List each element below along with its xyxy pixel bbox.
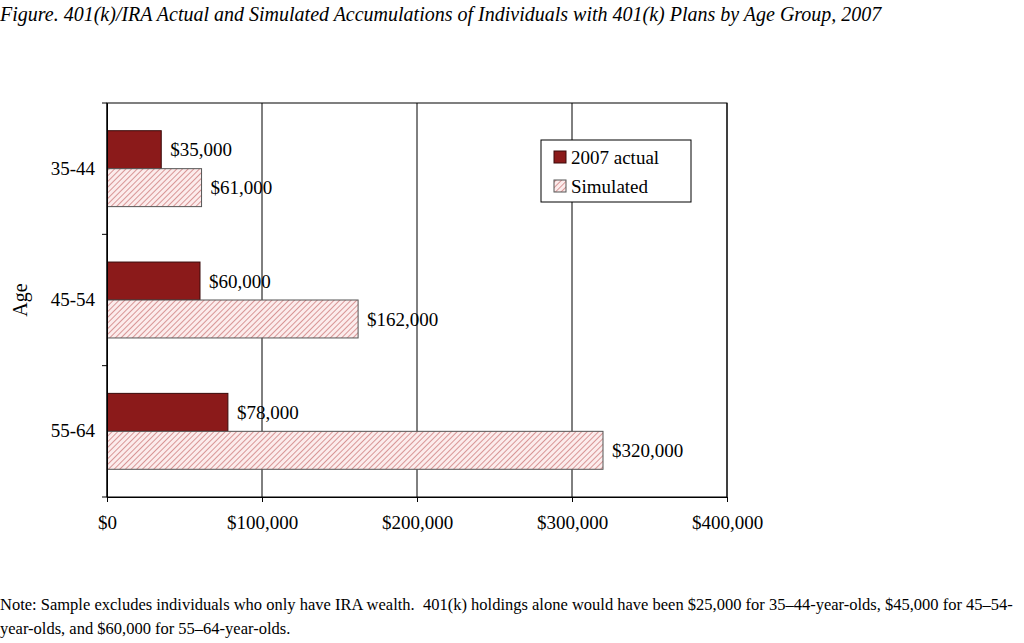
y-tick-label: 45-54	[51, 289, 96, 310]
data-label: $35,000	[170, 139, 232, 160]
bars	[107, 131, 603, 470]
title: Figure. 401(k)/IRA Actual and Simulated …	[0, 2, 1015, 27]
category-separator	[102, 497, 107, 498]
x-tick-mark	[727, 497, 728, 502]
y-tick: 55-64	[51, 420, 107, 441]
x-tick: $400,000	[692, 497, 763, 533]
x-tick-mark	[107, 497, 108, 502]
x-tick-label: $200,000	[382, 512, 453, 533]
x-tick-label: $400,000	[692, 512, 763, 533]
note: Note: Sample excludes individuals who on…	[0, 593, 1022, 641]
data-label: $320,000	[612, 440, 683, 461]
x-tick-mark	[417, 497, 418, 502]
bar	[107, 393, 228, 431]
grid	[107, 103, 727, 497]
x-axis: $0 $100,000 $200,000 $300,000 $400,000	[98, 497, 763, 533]
y-tick-label: 35-44	[51, 158, 96, 179]
y-tick-label: 55-64	[51, 420, 96, 441]
x-tick: $300,000	[537, 497, 608, 533]
y-tick: 35-44	[51, 158, 107, 179]
bar	[107, 300, 358, 338]
legend-swatch	[554, 180, 566, 192]
y-axis: 35-44 45-54 55-64	[51, 104, 108, 498]
category-separator	[102, 365, 107, 366]
legend-label: 2007 actual	[571, 147, 659, 168]
x-tick-label: $100,000	[227, 512, 298, 533]
data-label: $78,000	[237, 402, 299, 423]
bar	[107, 131, 161, 169]
bar	[107, 169, 202, 207]
category-separator	[102, 103, 107, 104]
x-tick-mark	[572, 497, 573, 502]
data-label: $60,000	[209, 271, 271, 292]
x-tick-label: $300,000	[537, 512, 608, 533]
x-tick: $0	[98, 497, 117, 533]
legend-swatch	[554, 151, 566, 163]
y-tick: 45-54	[51, 289, 107, 310]
plot-frame	[107, 103, 727, 497]
legend: 2007 actual Simulated	[541, 140, 691, 202]
y-axis-title: Age	[9, 283, 32, 316]
x-tick-label: $0	[98, 512, 117, 533]
bar	[107, 431, 603, 469]
category-separator	[102, 234, 107, 235]
x-tick-mark	[262, 497, 263, 502]
data-label: $61,000	[211, 177, 273, 198]
x-tick: $100,000	[227, 497, 298, 533]
data-label: $162,000	[367, 309, 438, 330]
y-axis-line	[107, 104, 108, 498]
category-separators	[102, 103, 107, 497]
chart: $35,000 $60,000 $78,000 $61,000 $162,000 $320…	[0, 0, 1024, 643]
data-labels: $35,000 $60,000 $78,000 $61,000 $162,000 $320…	[170, 139, 683, 461]
legend-box	[541, 140, 691, 202]
bar	[107, 262, 200, 300]
x-tick: $200,000	[382, 497, 453, 533]
legend-label: Simulated	[571, 176, 649, 197]
